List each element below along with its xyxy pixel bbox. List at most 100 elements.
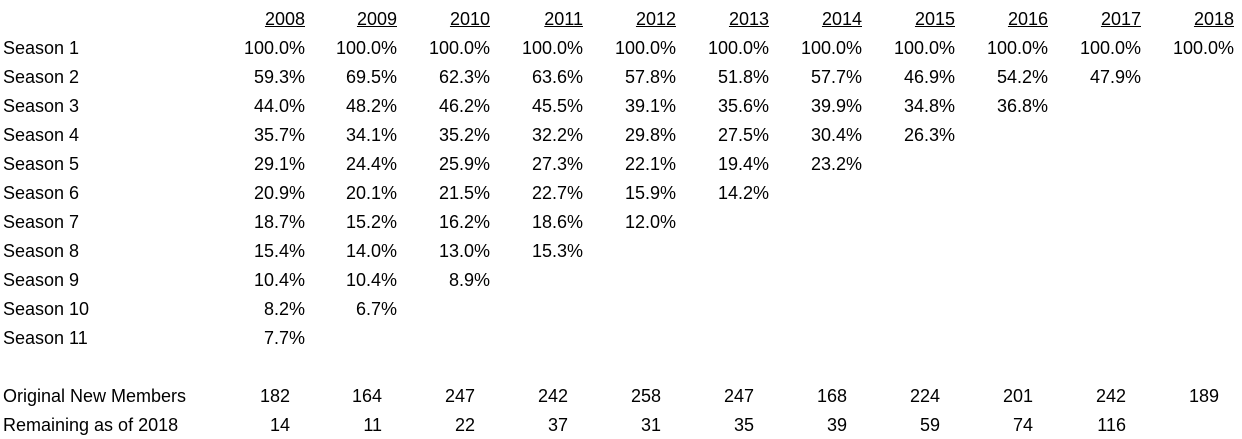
retention-cell: 63.6%: [531, 67, 583, 87]
retention-cell: 100.0%: [335, 38, 397, 58]
retention-cell: 18.7%: [253, 212, 305, 232]
retention-cell: 8.9%: [448, 270, 490, 290]
retention-cell: 16.2%: [438, 212, 490, 232]
retention-cell: 12.0%: [624, 212, 676, 232]
retention-cell: 10.4%: [253, 270, 305, 290]
retention-cell: 15.3%: [531, 241, 583, 261]
remaining-as-of-2018-cell: 59: [919, 415, 940, 435]
remaining-as-of-2018-cell: 11: [363, 415, 382, 435]
retention-cell: 15.9%: [624, 183, 676, 203]
original-new-members-cell: 242: [537, 386, 568, 406]
retention-cell: 29.8%: [624, 125, 676, 145]
row-label-season-1: Season 1: [3, 38, 80, 58]
retention-cell: 34.1%: [345, 125, 397, 145]
original-new-members-cell: 168: [816, 386, 847, 406]
year-header-2015: 2015: [914, 9, 955, 29]
year-header-2010: 2010: [449, 9, 490, 29]
retention-cell: 57.8%: [624, 67, 676, 87]
year-header-2008: 2008: [264, 9, 305, 29]
year-header-2012: 2012: [635, 9, 676, 29]
retention-cell: 59.3%: [253, 67, 305, 87]
remaining-as-of-2018-cell: 39: [826, 415, 847, 435]
row-label-season-6: Season 6: [3, 183, 80, 203]
remaining-as-of-2018-cell: 31: [640, 415, 661, 435]
retention-cell: 23.2%: [810, 154, 862, 174]
retention-cell: 18.6%: [531, 212, 583, 232]
row-label-remaining-as-of-2018: Remaining as of 2018: [3, 415, 179, 435]
retention-cell: 25.9%: [438, 154, 490, 174]
retention-cell: 100.0%: [1079, 38, 1141, 58]
retention-cell: 57.7%: [810, 67, 862, 87]
original-new-members-cell: 164: [351, 386, 382, 406]
retention-cell: 7.7%: [263, 328, 305, 348]
retention-cell: 100.0%: [893, 38, 955, 58]
retention-cell: 46.2%: [438, 96, 490, 116]
retention-cell: 100.0%: [986, 38, 1048, 58]
original-new-members-cell: 247: [723, 386, 754, 406]
retention-cell: 35.7%: [253, 125, 305, 145]
original-new-members-cell: 258: [630, 386, 661, 406]
row-label-original-new-members: Original New Members: [3, 386, 187, 406]
retention-cell: 21.5%: [438, 183, 490, 203]
row-label-season-9: Season 9: [3, 270, 80, 290]
retention-cell: 54.2%: [996, 67, 1048, 87]
retention-cell: 44.0%: [253, 96, 305, 116]
retention-cell: 13.0%: [438, 241, 490, 261]
retention-cell: 19.4%: [717, 154, 769, 174]
retention-cell: 100.0%: [428, 38, 490, 58]
retention-cell: 6.7%: [355, 299, 397, 319]
remaining-as-of-2018-cell: 116: [1097, 415, 1126, 435]
original-new-members-cell: 201: [1002, 386, 1033, 406]
year-header-2009: 2009: [356, 9, 397, 29]
row-label-season-5: Season 5: [3, 154, 80, 174]
retention-cell: 35.6%: [717, 96, 769, 116]
retention-cell: 14.2%: [717, 183, 769, 203]
original-new-members-cell: 189: [1188, 386, 1219, 406]
retention-cell: 36.8%: [996, 96, 1048, 116]
retention-cell: 27.5%: [717, 125, 769, 145]
retention-cell: 27.3%: [531, 154, 583, 174]
retention-cell: 14.0%: [345, 241, 397, 261]
original-new-members-cell: 242: [1095, 386, 1126, 406]
retention-cell: 20.9%: [253, 183, 305, 203]
retention-cell: 22.1%: [624, 154, 676, 174]
year-header-2018: 2018: [1193, 9, 1234, 29]
original-new-members-cell: 182: [259, 386, 290, 406]
retention-cell: 24.4%: [345, 154, 397, 174]
row-label-season-3: Season 3: [3, 96, 80, 116]
retention-cell: 45.5%: [531, 96, 583, 116]
row-label-season-2: Season 2: [3, 67, 80, 87]
retention-cell: 100.0%: [707, 38, 769, 58]
retention-cell: 100.0%: [1172, 38, 1234, 58]
original-new-members-cell: 247: [444, 386, 475, 406]
remaining-as-of-2018-cell: 22: [454, 415, 475, 435]
retention-cell: 15.2%: [345, 212, 397, 232]
retention-cell: 15.4%: [253, 241, 305, 261]
year-header-2011: 2011: [544, 9, 583, 29]
retention-cell: 46.9%: [903, 67, 955, 87]
original-new-members-cell: 224: [909, 386, 940, 406]
retention-cell: 47.9%: [1089, 67, 1141, 87]
retention-cell: 100.0%: [800, 38, 862, 58]
retention-cell: 39.9%: [810, 96, 862, 116]
retention-cell: 35.2%: [438, 125, 490, 145]
row-label-season-11: Season 11: [3, 328, 88, 348]
row-label-season-7: Season 7: [3, 212, 80, 232]
retention-cell: 62.3%: [438, 67, 490, 87]
row-label-season-10: Season 10: [3, 299, 90, 319]
retention-cell: 48.2%: [345, 96, 397, 116]
remaining-as-of-2018-cell: 37: [547, 415, 568, 435]
retention-cell: 100.0%: [521, 38, 583, 58]
row-label-season-8: Season 8: [3, 241, 80, 261]
retention-cell: 20.1%: [345, 183, 397, 203]
retention-cell: 100.0%: [243, 38, 305, 58]
retention-cell: 32.2%: [531, 125, 583, 145]
remaining-as-of-2018-cell: 14: [269, 415, 290, 435]
retention-cell: 51.8%: [717, 67, 769, 87]
retention-cell: 10.4%: [345, 270, 397, 290]
retention-cell: 26.3%: [903, 125, 955, 145]
retention-cell: 8.2%: [263, 299, 305, 319]
year-header-2014: 2014: [821, 9, 862, 29]
retention-cell: 34.8%: [903, 96, 955, 116]
